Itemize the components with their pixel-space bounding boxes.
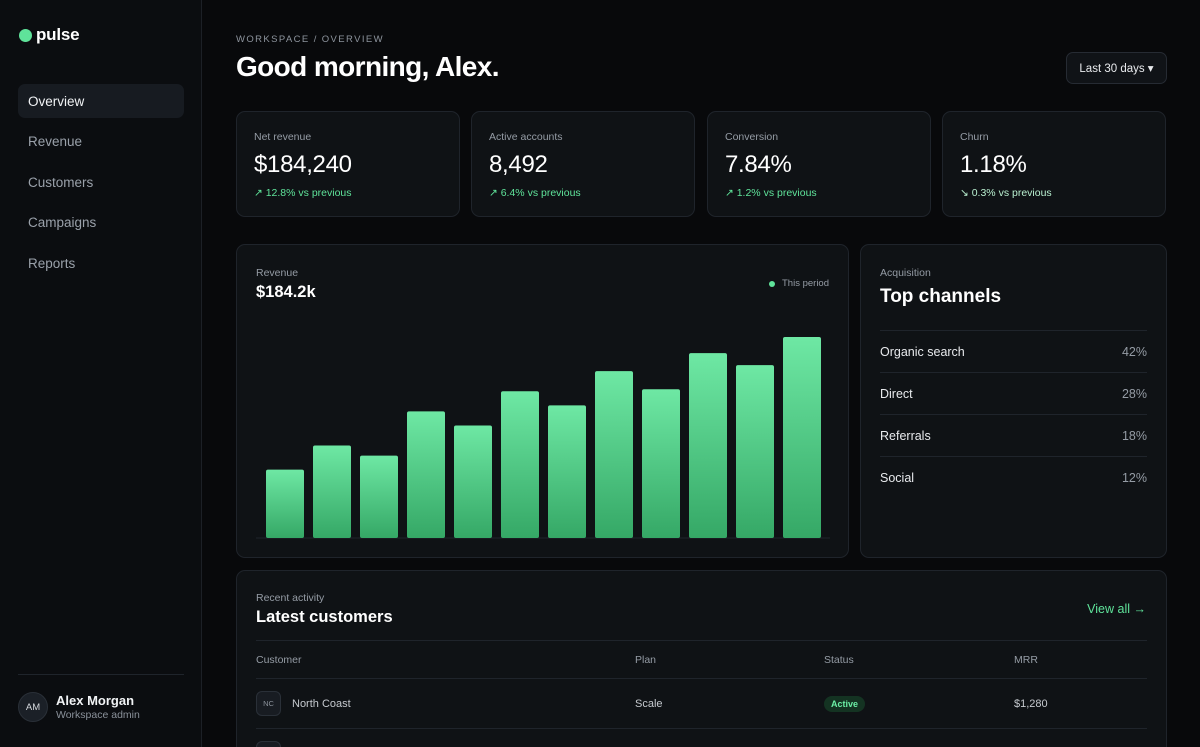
chart-bar-6[interactable] <box>501 391 539 538</box>
kpi-label: Net revenue <box>254 131 312 143</box>
chart-legend: This period <box>769 278 829 289</box>
chart-bar-7[interactable] <box>548 405 586 538</box>
chart-bar-10[interactable] <box>689 353 727 538</box>
kpi-card-active-accounts: Active accounts 8,492 ↗ 6.4% vs previous <box>471 111 695 217</box>
view-all-link[interactable]: View all → <box>1087 602 1146 616</box>
mrr-cell: $1,280 <box>1014 697 1048 710</box>
chart-bar-12[interactable] <box>783 337 821 538</box>
customer-cell: NC North Coast <box>256 691 635 716</box>
logo[interactable]: pulse <box>19 25 80 45</box>
column-header-customer[interactable]: Customer <box>256 653 302 666</box>
user-profile[interactable]: AM Alex Morgan Workspace admin <box>18 692 140 722</box>
kpi-delta: ↗ 12.8% vs previous <box>254 187 352 199</box>
avatar: AM <box>18 692 48 722</box>
user-meta: Alex Morgan Workspace admin <box>56 693 140 721</box>
chart-bar-5[interactable] <box>454 425 492 538</box>
status-badge: Active <box>824 695 866 712</box>
chart-bar-11[interactable] <box>736 365 774 538</box>
channel-name: Organic search <box>880 344 965 359</box>
customers-label: Recent activity <box>256 592 325 604</box>
channel-row-organic-search: Organic search 42% <box>880 330 1147 372</box>
table-header: Customer Plan Status MRR <box>256 640 1147 679</box>
date-range-dropdown[interactable]: Last 30 days ▾ <box>1066 52 1167 84</box>
channel-name: Social <box>880 470 915 485</box>
chart-bar-2[interactable] <box>313 445 351 538</box>
chart-bar-3[interactable] <box>360 455 398 538</box>
kpi-value: 7.84% <box>725 151 792 178</box>
kpi-value: 8,492 <box>489 151 548 178</box>
logo-mark-icon <box>19 28 32 42</box>
kpi-label: Conversion <box>725 131 779 143</box>
chart-bar-9[interactable] <box>642 389 680 538</box>
user-name: Alex Morgan <box>56 693 135 708</box>
kpi-label: Active accounts <box>489 131 563 143</box>
kpi-value: $184,240 <box>254 151 352 178</box>
sidebar-item-reports[interactable]: Reports <box>28 255 76 271</box>
logo-text: pulse <box>36 25 80 44</box>
customer-name: North Coast <box>292 697 351 710</box>
revenue-chart-card: Revenue $184.2k This period <box>236 244 849 558</box>
sidebar-divider <box>18 674 184 675</box>
kpi-card-net-revenue: Net revenue $184,240 ↗ 12.8% vs previous <box>236 111 460 217</box>
kpi-value: 1.18% <box>960 151 1027 178</box>
channel-percent: 12% <box>1121 470 1147 485</box>
column-header-status[interactable]: Status <box>824 653 854 666</box>
channels-title: Top channels <box>880 286 1002 307</box>
channel-percent: 42% <box>1121 344 1147 359</box>
kpi-delta: ↘ 0.3% vs previous <box>960 187 1052 199</box>
channel-percent: 18% <box>1121 428 1147 443</box>
sidebar-item-campaigns[interactable]: Campaigns <box>28 215 97 230</box>
sidebar-item-customers[interactable]: Customers <box>28 174 94 190</box>
status-cell: Active <box>824 695 1014 712</box>
channel-row-direct: Direct 28% <box>880 372 1147 414</box>
legend-dot-icon <box>769 280 775 287</box>
table-row[interactable]: NC North Coast Scale Active $1,280 <box>256 679 1147 729</box>
chart-bar-8[interactable] <box>595 371 633 538</box>
table-row[interactable] <box>256 729 1147 747</box>
plan-cell: Scale <box>635 697 663 710</box>
top-channels-card: Acquisition Top channels Organic search … <box>860 244 1167 558</box>
kpi-delta: ↗ 6.4% vs previous <box>489 187 581 199</box>
channel-name: Referrals <box>880 428 931 443</box>
channels-label: Acquisition <box>880 267 931 279</box>
sidebar-item-revenue[interactable]: Revenue <box>28 134 83 149</box>
column-header-plan[interactable]: Plan <box>635 653 657 666</box>
sidebar-nav: Overview Revenue Customers Campaigns Rep… <box>18 84 184 287</box>
revenue-bar-chart <box>256 337 830 539</box>
chart-bar-4[interactable] <box>407 411 445 538</box>
kpi-delta: ↗ 1.2% vs previous <box>725 187 817 199</box>
channel-row-referrals: Referrals 18% <box>880 414 1147 456</box>
legend-label: This period <box>782 278 829 289</box>
customer-initials <box>256 741 281 747</box>
chart-bar-1[interactable] <box>266 469 304 538</box>
customer-initials: NC <box>256 691 281 716</box>
sidebar: pulse Overview Revenue Customers Campaig… <box>0 0 202 747</box>
customer-cell <box>256 741 635 747</box>
column-header-mrr[interactable]: MRR <box>1014 653 1038 666</box>
kpi-card-churn: Churn 1.18% ↘ 0.3% vs previous <box>942 111 1166 217</box>
customers-table: Customer Plan Status MRR NC North Coast … <box>256 640 1147 747</box>
revenue-value: $184.2k <box>256 283 316 301</box>
channel-row-social: Social 12% <box>880 456 1147 498</box>
kpi-card-conversion: Conversion 7.84% ↗ 1.2% vs previous <box>707 111 931 217</box>
user-role: Workspace admin <box>56 709 140 721</box>
sidebar-item-overview[interactable]: Overview <box>18 84 184 118</box>
kpi-label: Churn <box>960 131 989 143</box>
channels-list: Organic search 42% Direct 28% Referrals … <box>880 330 1147 498</box>
channel-percent: 28% <box>1121 386 1147 401</box>
channel-name: Direct <box>880 386 913 401</box>
breadcrumb: WORKSPACE / OVERVIEW <box>236 34 385 45</box>
customers-title: Latest customers <box>256 608 393 626</box>
latest-customers-card: Recent activity Latest customers View al… <box>236 570 1167 747</box>
revenue-label: Revenue <box>256 267 299 279</box>
page-title: Good morning, Alex. <box>236 51 500 82</box>
